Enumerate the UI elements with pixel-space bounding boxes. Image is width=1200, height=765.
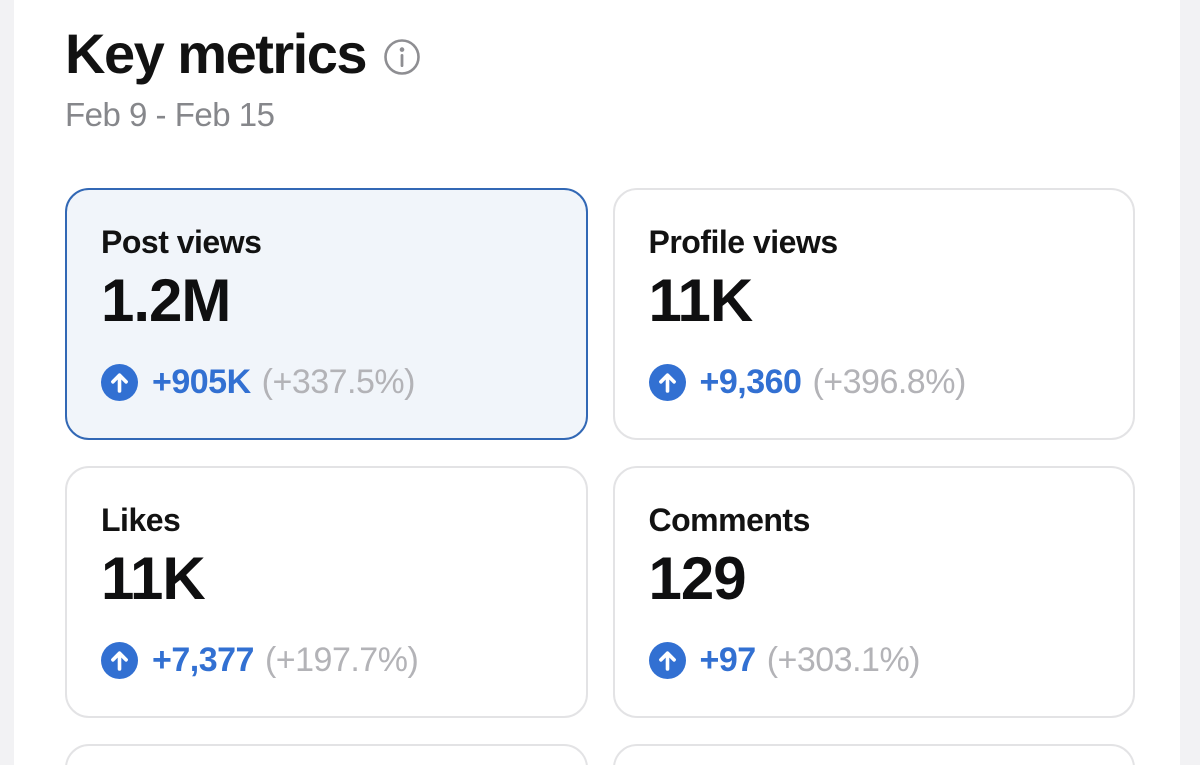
metric-value: 1.2M — [101, 267, 231, 335]
metric-value: 11K — [648, 267, 754, 335]
metric-value: 129 — [648, 545, 747, 613]
key-metrics-section: Key metrics Feb 9 - Feb 15 Post views 1.… — [14, 0, 1180, 765]
metric-change: +9,360 — [699, 363, 802, 402]
info-icon[interactable] — [382, 37, 422, 77]
metric-change-percent: (+197.7%) — [264, 641, 419, 680]
metric-change-percent: (+303.1%) — [766, 641, 921, 680]
metric-card-profile-views[interactable]: Profile views 11K +9,360 (+396.8%) — [612, 188, 1135, 441]
metric-card-partial[interactable] — [612, 744, 1135, 765]
trend-up-icon — [101, 364, 138, 402]
metric-change: +97 — [699, 641, 757, 680]
date-range: Feb 9 - Feb 15 — [65, 96, 275, 134]
metric-card-comments[interactable]: Comments 129 +97 (+303.1%) — [612, 466, 1135, 719]
analytics-page: Key metrics Feb 9 - Feb 15 Post views 1.… — [14, 0, 1180, 765]
metric-change-percent: (+396.8%) — [812, 363, 966, 402]
metric-card-partial[interactable] — [65, 744, 588, 765]
page-title: Key metrics — [65, 22, 368, 85]
metric-card-post-views[interactable]: Post views 1.2M +905K (+337.5%) — [65, 188, 588, 441]
metric-label: Likes — [101, 502, 181, 539]
metric-card-likes[interactable]: Likes 11K +7,377 (+197.7%) — [65, 466, 588, 719]
metric-change: +7,377 — [152, 641, 254, 680]
trend-up-icon — [648, 364, 686, 402]
metric-label: Profile views — [648, 224, 839, 261]
trend-up-icon — [648, 642, 686, 680]
metric-value: 11K — [101, 545, 206, 613]
metric-change-row: +7,377 (+197.7%) — [101, 641, 550, 680]
section-header: Key metrics — [65, 22, 1135, 86]
metrics-grid: Post views 1.2M +905K (+337.5%) Profile … — [65, 188, 1135, 765]
metric-label: Comments — [648, 502, 811, 539]
metric-change-row: +905K (+337.5%) — [101, 363, 550, 402]
metric-change-row: +97 (+303.1%) — [648, 641, 1098, 680]
metric-change: +905K — [152, 363, 251, 402]
trend-up-icon — [101, 642, 138, 680]
metric-change-row: +9,360 (+396.8%) — [648, 363, 1098, 402]
metric-change-percent: (+337.5%) — [261, 363, 416, 402]
metric-label: Post views — [101, 224, 262, 261]
